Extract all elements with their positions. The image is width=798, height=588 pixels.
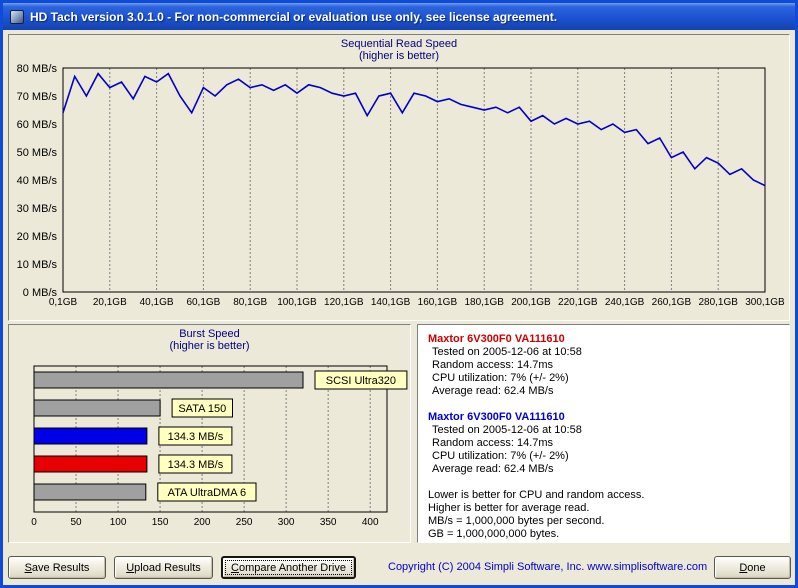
drive-stat-line: Average read: 62.4 MB/s	[432, 385, 554, 397]
svg-text:240,1GB: 240,1GB	[605, 297, 645, 308]
sequential-read-panel: Sequential Read Speed (higher is better)…	[8, 34, 790, 321]
svg-text:220,1GB: 220,1GB	[558, 297, 598, 308]
copyright-text: Copyright (C) 2004 Simpli Software, Inc.…	[388, 561, 708, 573]
drive-stat-line: Tested on 2005-12-06 at 10:58	[432, 424, 582, 436]
title-bar[interactable]: HD Tach version 3.0.1.0 - For non-commer…	[3, 3, 795, 30]
drive-stat-line: Random access: 14.7ms	[432, 359, 554, 371]
svg-text:10 MB/s: 10 MB/s	[17, 259, 58, 271]
svg-text:160,1GB: 160,1GB	[418, 297, 458, 308]
svg-text:70 MB/s: 70 MB/s	[17, 91, 58, 103]
svg-text:SATA 150: SATA 150	[178, 403, 226, 415]
burst-speed-panel: Burst Speed (higher is better) 0 50 100 150…	[8, 324, 411, 543]
svg-text:200,1GB: 200,1GB	[511, 297, 551, 308]
drive-stat-line: CPU utilization: 7% (+/- 2%)	[432, 450, 569, 462]
svg-text:134.3 MB/s: 134.3 MB/s	[168, 459, 224, 471]
note-line: GB = 1,000,000,000 bytes.	[428, 528, 560, 540]
svg-text:180,1GB: 180,1GB	[464, 297, 504, 308]
done-button[interactable]: Done	[714, 556, 791, 579]
note-line: MB/s = 1,000,000 bytes per second.	[428, 515, 605, 527]
svg-text:SCSI Ultra320: SCSI Ultra320	[326, 375, 396, 387]
done-label: Done	[739, 561, 766, 574]
svg-text:100,1GB: 100,1GB	[277, 297, 317, 308]
drive-name: Maxtor 6V300F0 VA111610	[428, 411, 565, 423]
drive-result-block: Maxtor 6V300F0 VA111610 Tested on 2005-12…	[428, 333, 783, 398]
burst-speed-chart: 0 50 100 150 200 250 300 350 400 SCSI Ultra320 SAT…	[31, 365, 408, 528]
svg-text:ATA UltraDMA 6: ATA UltraDMA 6	[168, 487, 246, 499]
compare-another-drive-label: Compare Another Drive	[231, 561, 346, 574]
svg-text:250: 250	[236, 517, 253, 528]
note-line: Lower is better for CPU and random acces…	[428, 489, 645, 501]
drive-name: Maxtor 6V300F0 VA111610	[428, 333, 565, 345]
svg-text:140,1GB: 140,1GB	[371, 297, 411, 308]
burst-chart-subtitle: (higher is better)	[169, 340, 250, 352]
svg-text:80 MB/s: 80 MB/s	[17, 63, 58, 75]
svg-text:40,1GB: 40,1GB	[140, 297, 174, 308]
save-results-button[interactable]: Save Results	[8, 556, 106, 579]
svg-text:60 MB/s: 60 MB/s	[17, 119, 58, 131]
svg-text:60,1GB: 60,1GB	[186, 297, 220, 308]
svg-text:80,1GB: 80,1GB	[233, 297, 267, 308]
svg-text:280,1GB: 280,1GB	[698, 297, 738, 308]
svg-text:20 MB/s: 20 MB/s	[17, 231, 58, 243]
svg-text:200: 200	[194, 517, 211, 528]
app-icon	[10, 9, 24, 24]
svg-text:150: 150	[152, 517, 169, 528]
compare-another-drive-button[interactable]: Compare Another Drive	[221, 556, 356, 579]
upload-results-button[interactable]: Upload Results	[114, 556, 213, 579]
svg-text:134.3 MB/s: 134.3 MB/s	[168, 431, 224, 443]
svg-text:300: 300	[278, 517, 295, 528]
results-text: Maxtor 6V300F0 VA111610 Tested on 2005-12…	[418, 325, 789, 541]
burst-chart-title: Burst Speed	[179, 328, 240, 340]
note-line: Higher is better for average read.	[428, 502, 590, 514]
sequential-read-chart: 0,1GB 20,1GB 40,1GB 60,1GB 80,1GB 100,1GB 120,…	[17, 63, 785, 308]
sequential-chart-title: Sequential Read Speed	[340, 38, 458, 50]
svg-text:0,1GB: 0,1GB	[49, 297, 78, 308]
results-notes: Lower is better for CPU and random acces…	[428, 489, 783, 541]
svg-text:260,1GB: 260,1GB	[652, 297, 692, 308]
drive-stat-line: CPU utilization: 7% (+/- 2%)	[432, 372, 569, 384]
svg-text:300,1GB: 300,1GB	[745, 297, 785, 308]
svg-text:40 MB/s: 40 MB/s	[17, 175, 58, 187]
upload-results-label: Upload Results	[126, 561, 201, 574]
drive-stat-line: Random access: 14.7ms	[432, 437, 554, 449]
sequential-chart-subtitle: (higher is better)	[358, 50, 440, 62]
svg-text:30 MB/s: 30 MB/s	[17, 203, 58, 215]
svg-text:0 MB/s: 0 MB/s	[23, 287, 58, 299]
svg-text:50 MB/s: 50 MB/s	[17, 147, 58, 159]
svg-text:20,1GB: 20,1GB	[93, 297, 127, 308]
results-panel: Maxtor 6V300F0 VA111610 Tested on 2005-12…	[417, 324, 790, 543]
save-results-label: Save Results	[24, 561, 90, 574]
svg-text:120,1GB: 120,1GB	[324, 297, 364, 308]
svg-text:100: 100	[110, 517, 127, 528]
svg-text:0: 0	[31, 517, 37, 528]
window-title: HD Tach version 3.0.1.0 - For non-commer…	[30, 9, 558, 24]
svg-text:400: 400	[362, 517, 379, 528]
drive-stat-line: Average read: 62.4 MB/s	[432, 463, 554, 475]
drive-result-block: Maxtor 6V300F0 VA111610 Tested on 2005-12…	[428, 411, 783, 476]
drive-stat-line: Tested on 2005-12-06 at 10:58	[432, 346, 582, 358]
svg-text:50: 50	[70, 517, 82, 528]
svg-text:350: 350	[320, 517, 337, 528]
